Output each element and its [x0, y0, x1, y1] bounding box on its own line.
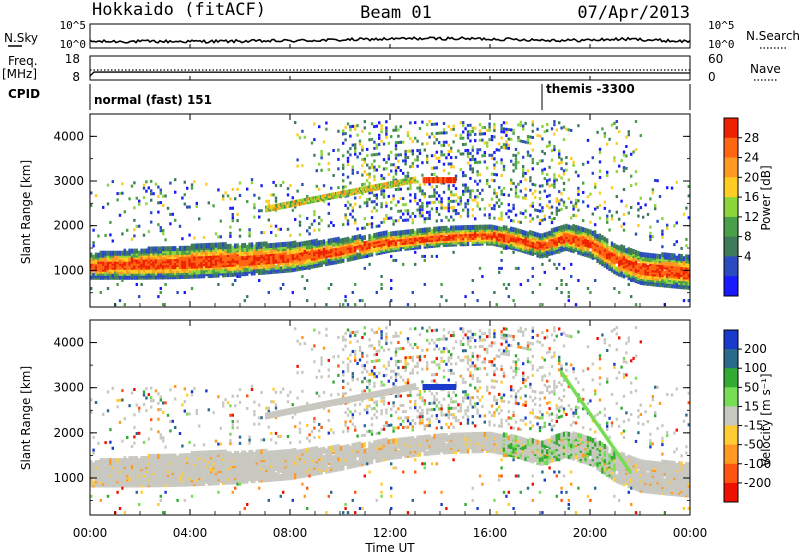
time-axis: 00:00 04:00 08:00 12:00 16:00 20:00 00:00 [73, 44, 708, 540]
colorbar-tick-label: -15 [744, 419, 764, 433]
velocity-colorbar: 200 100 50 15 -15 -50 -100 -200 [723, 329, 771, 503]
colorbar-tick-label: 16 [744, 190, 759, 204]
noise-sky-trace [89, 36, 691, 44]
range-tick-label: 2000 [53, 219, 84, 233]
nave-tick-top: 60 [708, 52, 723, 66]
colorbar-tick-label: 12 [744, 210, 759, 224]
time-tick-label: 04:00 [173, 526, 208, 540]
cpid-mode-themis: themis -3300 [546, 82, 635, 96]
freq-panel: Freq. [MHz] 18 8 60 0 Nave [2, 52, 781, 84]
freq-tick-top: 18 [65, 52, 80, 66]
noise-tick-top-right: 10^5 [708, 19, 735, 32]
freq-label: Freq. [8, 54, 38, 68]
nave-tick-bottom: 0 [708, 70, 716, 84]
time-tick-label: 08:00 [273, 526, 308, 540]
velocity-colorbar-label: Velocity [m s⁻¹] [759, 373, 773, 466]
date-title: 07/Apr/2013 [577, 3, 690, 23]
range-tick-label: 3000 [53, 174, 84, 188]
noise-panel: N.Sky 10^5 10^0 10^5 10^0 N.Search [4, 19, 800, 51]
colorbar-tick-label: -200 [744, 476, 771, 490]
range-tick-label: 3000 [53, 381, 84, 395]
cpid-label: CPID [8, 87, 40, 101]
colorbar-tick-label: 28 [744, 131, 759, 145]
colorbar-tick-label: 100 [744, 361, 767, 375]
range-tick-label: 1000 [53, 263, 84, 277]
nave-label: Nave [750, 62, 781, 76]
power-colorbar: 28 24 20 16 12 8 4 [723, 117, 759, 297]
power-panel: 1000 2000 3000 4000 Slant Range [km] 28 24 20… [19, 113, 773, 308]
range-tick-label: 1000 [53, 471, 84, 485]
colorbar-tick-label: 50 [744, 380, 759, 394]
velocity-axis-ticks: 1000 2000 3000 4000 [53, 319, 690, 501]
noise-tick-top-left: 10^5 [60, 19, 87, 32]
noise-tick-bottom-right: 10^0 [708, 38, 735, 51]
freq-trace [89, 71, 691, 77]
cpid-mode-normal: normal (fast) 151 [94, 93, 212, 107]
station-title: Hokkaido (fitACF) [92, 0, 266, 20]
freq-unit-label: [MHz] [2, 67, 37, 81]
power-colorbar-label: Power [dB] [759, 165, 773, 230]
cpid-panel: CPID normal (fast) 151 themis -3300 [8, 82, 691, 110]
colorbar-tick-label: 20 [744, 170, 759, 184]
power-heatmap [90, 120, 690, 307]
time-tick-label: 20:00 [573, 526, 608, 540]
range-tick-label: 4000 [53, 129, 84, 143]
power-axis-ticks: 1000 2000 3000 4000 [53, 113, 690, 294]
time-tick-label: 00:00 [673, 526, 708, 540]
range-tick-label: 4000 [53, 336, 84, 350]
beam-title: Beam 01 [360, 3, 432, 23]
colorbar-tick-label: 8 [744, 230, 752, 244]
velocity-panel: 1000 2000 3000 4000 Slant Range [km] 200 100… [19, 319, 773, 516]
velocity-ylabel: Slant Range [km] [19, 366, 33, 470]
time-tick-label: 12:00 [373, 526, 408, 540]
colorbar-tick-label: 15 [744, 399, 759, 413]
colorbar-tick-label: 4 [744, 249, 752, 263]
freq-tick-bottom: 8 [72, 70, 80, 84]
time-axis-label: Time UT [364, 541, 415, 554]
time-tick-label: 00:00 [73, 526, 108, 540]
noise-tick-bottom-left: 10^0 [60, 38, 87, 51]
noise-search-label: N.Search [746, 29, 800, 43]
colorbar-tick-label: 24 [744, 151, 759, 165]
colorbar-tick-label: -50 [744, 438, 764, 452]
power-ylabel: Slant Range [km] [19, 160, 33, 264]
colorbar-tick-label: 200 [744, 342, 767, 356]
colorbar-tick-label: -100 [744, 457, 771, 471]
range-tick-label: 2000 [53, 426, 84, 440]
time-tick-label: 16:00 [473, 526, 508, 540]
velocity-heatmap [90, 326, 690, 515]
noise-sky-label: N.Sky [4, 31, 38, 45]
